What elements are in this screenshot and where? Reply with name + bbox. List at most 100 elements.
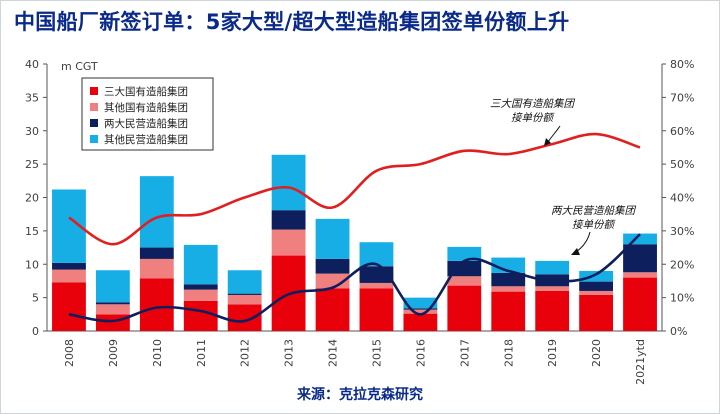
- bar-segment: [95, 270, 130, 303]
- bar-segment: [315, 273, 350, 289]
- bar-segment: [359, 288, 394, 331]
- legend-label: 其他国有造船集团: [104, 101, 188, 114]
- right-tick-label: 0%: [670, 325, 687, 338]
- x-tick-label: 2012: [239, 339, 252, 367]
- bar-segment: [579, 270, 614, 282]
- left-tick-label: 10: [25, 258, 39, 271]
- bar-segment: [447, 285, 482, 331]
- bar-segment: [52, 269, 86, 283]
- right-tick-label: 70%: [670, 91, 694, 104]
- right-tick-label: 10%: [670, 292, 694, 305]
- bar-segment: [403, 308, 438, 310]
- state-share-annotation: 三大国有造船集团: [490, 98, 575, 110]
- bar-segment: [139, 247, 174, 259]
- x-tick-label: 2020: [590, 339, 603, 367]
- bar-segment: [227, 270, 262, 294]
- right-tick-label: 80%: [670, 58, 694, 71]
- bar-segment: [535, 290, 570, 331]
- legend-box: [81, 77, 214, 151]
- bar-segment: [52, 262, 86, 270]
- bar-segment: [623, 233, 657, 245]
- left-tick-label: 20: [25, 192, 39, 205]
- x-tick-label: 2010: [151, 339, 164, 367]
- right-tick-label: 30%: [670, 225, 694, 238]
- bar-segment: [359, 242, 394, 267]
- x-tick-label: 2019: [546, 339, 559, 367]
- bar-segment: [52, 282, 86, 331]
- private-share-line: [68, 233, 641, 323]
- bar-segment: [535, 260, 570, 275]
- left-tick-label: 30: [25, 125, 39, 138]
- legend-label: 两大民营造船集团: [104, 117, 188, 130]
- private-share-arrowhead: [571, 248, 580, 255]
- right-tick-label: 60%: [670, 125, 694, 138]
- x-tick-label: 2017: [458, 339, 471, 367]
- bar-segment: [623, 277, 657, 331]
- bar-segment: [315, 218, 350, 259]
- bar-segment: [447, 276, 482, 286]
- legend-label: 其他民营造船集团: [104, 133, 188, 146]
- bar-segment: [579, 281, 614, 291]
- chart-title: 中国船厂新签订单：5家大型/超大型造船集团签单份额上升: [14, 10, 570, 34]
- x-tick-label: 2014: [327, 339, 340, 367]
- left-tick-label: 15: [25, 225, 39, 238]
- left-tick-label: 40: [25, 58, 39, 71]
- x-tick-label: 2008: [63, 339, 76, 367]
- bar-segment: [403, 297, 438, 309]
- bar-segment: [315, 258, 350, 274]
- bar-segment: [403, 313, 438, 331]
- state-share-arrowhead: [544, 138, 551, 146]
- private-share-arrow: [575, 231, 591, 253]
- right-tick-label: 40%: [670, 192, 694, 205]
- bar-segment: [139, 258, 174, 279]
- state-share-arrow: [547, 125, 561, 143]
- private-share-annotation: 接单份额: [572, 219, 616, 231]
- bar-segment: [315, 288, 350, 331]
- x-tick-label: 2013: [283, 339, 296, 367]
- x-tick-label: 2018: [502, 339, 515, 367]
- bar-segment: [183, 300, 218, 331]
- x-tick-label: 2021ytd: [634, 339, 647, 385]
- legend-swatch: [90, 103, 98, 111]
- left-tick-label: 25: [25, 158, 39, 171]
- bar-segment: [623, 244, 657, 273]
- bar-segment: [139, 278, 174, 331]
- bar-segment: [447, 260, 482, 277]
- bar-segment: [227, 304, 262, 331]
- bar-segment: [183, 289, 218, 301]
- private-share-annotation: 两大民营造船集团: [551, 205, 636, 217]
- bar-segment: [271, 210, 306, 230]
- right-tick-label: 20%: [670, 258, 694, 271]
- x-tick-label: 2015: [370, 339, 383, 367]
- bar-segment: [579, 294, 614, 331]
- left-tick-label: 0: [32, 325, 39, 338]
- bar-segment: [271, 229, 306, 256]
- source-note: 来源：克拉克森研究: [297, 387, 423, 403]
- legend-swatch: [90, 87, 98, 95]
- state-share-line: [68, 132, 641, 246]
- bar-segment: [491, 272, 526, 287]
- left-tick-label: 5: [32, 292, 39, 305]
- bar-segment: [183, 244, 218, 285]
- state-share-annotation: 接单份额: [511, 112, 555, 124]
- bar-segment: [579, 290, 614, 295]
- bar-segment: [535, 286, 570, 291]
- x-tick-label: 2009: [107, 339, 120, 367]
- left-tick-label: 35: [25, 91, 39, 104]
- bar-segment: [271, 154, 306, 211]
- x-tick-label: 2016: [414, 339, 427, 367]
- legend-swatch: [90, 135, 98, 143]
- bar-segment: [491, 291, 526, 331]
- bar-segment: [227, 294, 262, 305]
- bar-segment: [447, 246, 482, 261]
- bar-segment: [623, 272, 657, 278]
- legend-label: 三大国有造船集团: [104, 85, 188, 98]
- bar-segment: [403, 309, 438, 314]
- x-tick-label: 2011: [195, 339, 208, 367]
- bar-segment: [95, 304, 130, 315]
- right-tick-label: 50%: [670, 158, 694, 171]
- bar-segment: [491, 286, 526, 292]
- bar-segment: [359, 282, 394, 289]
- y-axis-unit: m CGT: [61, 60, 98, 73]
